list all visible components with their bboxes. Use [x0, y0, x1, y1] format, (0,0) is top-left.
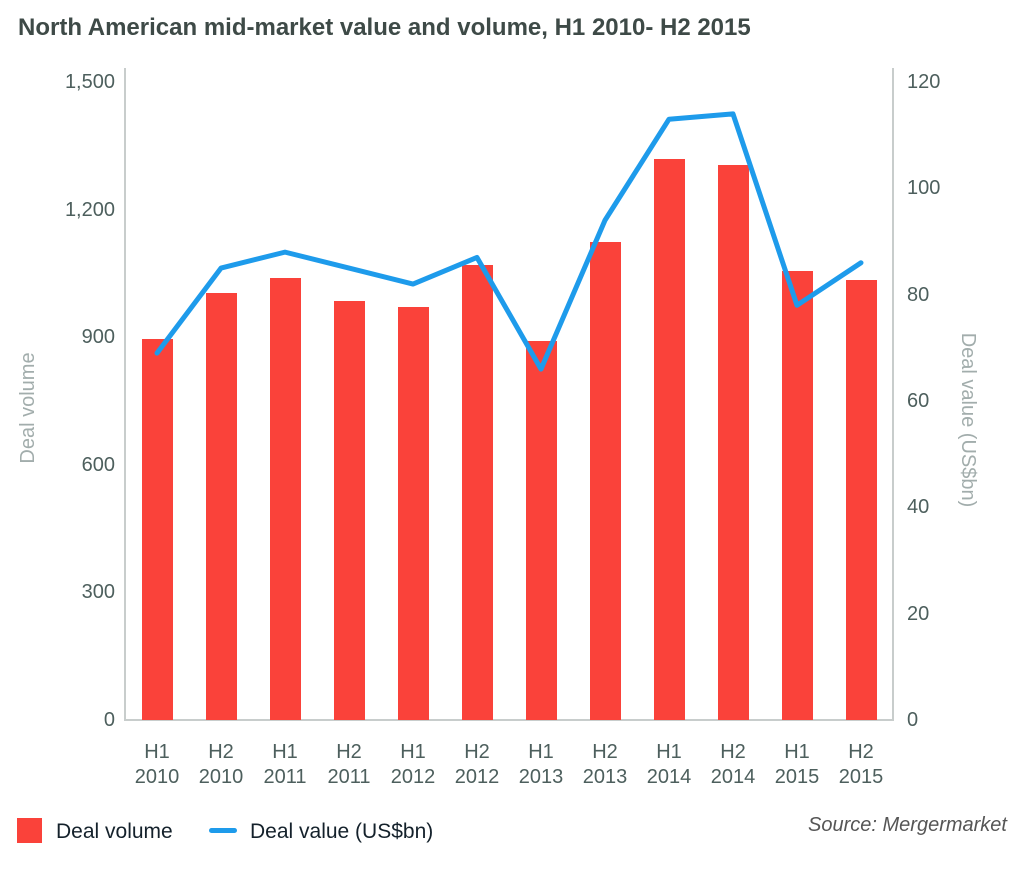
left-axis-title: Deal volume	[17, 352, 39, 464]
left-axis-tick: 1,200	[64, 198, 115, 221]
deal-volume-bar	[269, 277, 301, 720]
x-axis-label: H2 2014	[710, 741, 756, 788]
right-axis-line	[892, 68, 894, 721]
right-axis-tick: 120	[907, 71, 941, 93]
deal-volume-bar	[525, 341, 557, 720]
legend-deal-volume-swatch	[17, 818, 42, 843]
chart-title: North American mid-market value and volu…	[18, 14, 751, 41]
right-axis-tick: 100	[907, 177, 941, 200]
right-axis-tick: 60	[907, 390, 930, 412]
x-axis-label: H2 2015	[838, 741, 884, 788]
x-axis-label: H1 2012	[390, 741, 436, 788]
left-axis-tick: 0	[103, 709, 115, 731]
x-axis-label: H2 2011	[327, 741, 371, 788]
bottom-axis-line	[124, 719, 894, 721]
source-credit: Source: Mergermarket	[808, 814, 1007, 836]
legend-deal-value-line-swatch	[209, 828, 237, 833]
legend-deal-value-label: Deal value (US$bn)	[250, 820, 434, 843]
deal-volume-bar	[781, 271, 813, 720]
x-axis-label: H1 2011	[263, 741, 307, 788]
legend-deal-volume-label: Deal volume	[56, 820, 173, 843]
right-axis-tick: 0	[907, 709, 919, 731]
x-axis-label: H2 2012	[454, 741, 500, 788]
deal-volume-bar	[845, 279, 877, 720]
x-axis-label: H1 2010	[134, 741, 180, 788]
x-axis-label: H2 2013	[582, 741, 628, 788]
deal-volume-bar	[333, 301, 365, 720]
x-axis-label: H1 2013	[518, 741, 564, 788]
x-axis-label: H1 2014	[646, 741, 692, 788]
deal-volume-bar	[141, 339, 173, 720]
deal-volume-bar	[397, 307, 429, 720]
deal-volume-bar	[461, 264, 493, 720]
right-axis-tick: 20	[907, 602, 930, 625]
deal-value-line	[154, 111, 864, 372]
deal-volume-bar	[717, 164, 749, 720]
right-axis-title: Deal value (US$bn)	[957, 332, 979, 508]
deal-value-polyline	[154, 111, 864, 372]
x-axis-label: H1 2015	[774, 741, 820, 788]
right-axis-tick: 40	[907, 496, 930, 519]
deal-volume-bar	[589, 241, 621, 720]
left-axis-tick: 900	[81, 326, 115, 349]
left-axis-tick: 1,500	[64, 71, 115, 93]
left-axis-tick: 600	[81, 453, 115, 476]
right-axis-tick: 80	[907, 283, 930, 306]
x-axis-label: H2 2010	[198, 741, 244, 788]
left-axis-tick: 300	[81, 581, 115, 604]
left-axis-line	[124, 68, 126, 721]
deal-volume-bar	[653, 158, 685, 720]
deal-volume-bar	[205, 292, 237, 720]
